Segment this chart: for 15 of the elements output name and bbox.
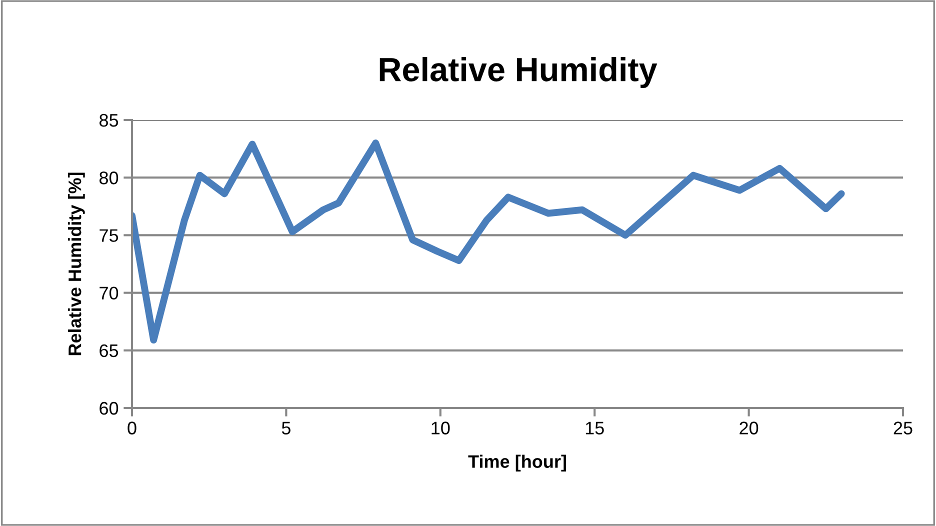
- chart-title: Relative Humidity: [380, 56, 658, 88]
- x-tick-label: 0: [128, 422, 136, 434]
- y-tick-label: 75: [100, 229, 118, 242]
- y-tick-label: 65: [100, 344, 118, 358]
- x-axis-title: Time [hour]: [468, 454, 566, 472]
- y-tick-label: 80: [100, 172, 118, 184]
- y-tick-label: 85: [100, 114, 118, 127]
- y-axis-title: Relative Humidity [%]: [68, 172, 85, 356]
- x-tick-label: 10: [432, 422, 450, 434]
- y-tick-label: 70: [100, 286, 118, 300]
- y-tick-label: 60: [100, 402, 118, 415]
- x-tick-label: 5: [282, 422, 290, 434]
- x-tick-label: 20: [740, 422, 758, 434]
- x-tick-label: 15: [586, 422, 604, 434]
- x-tick-label: 25: [894, 422, 912, 434]
